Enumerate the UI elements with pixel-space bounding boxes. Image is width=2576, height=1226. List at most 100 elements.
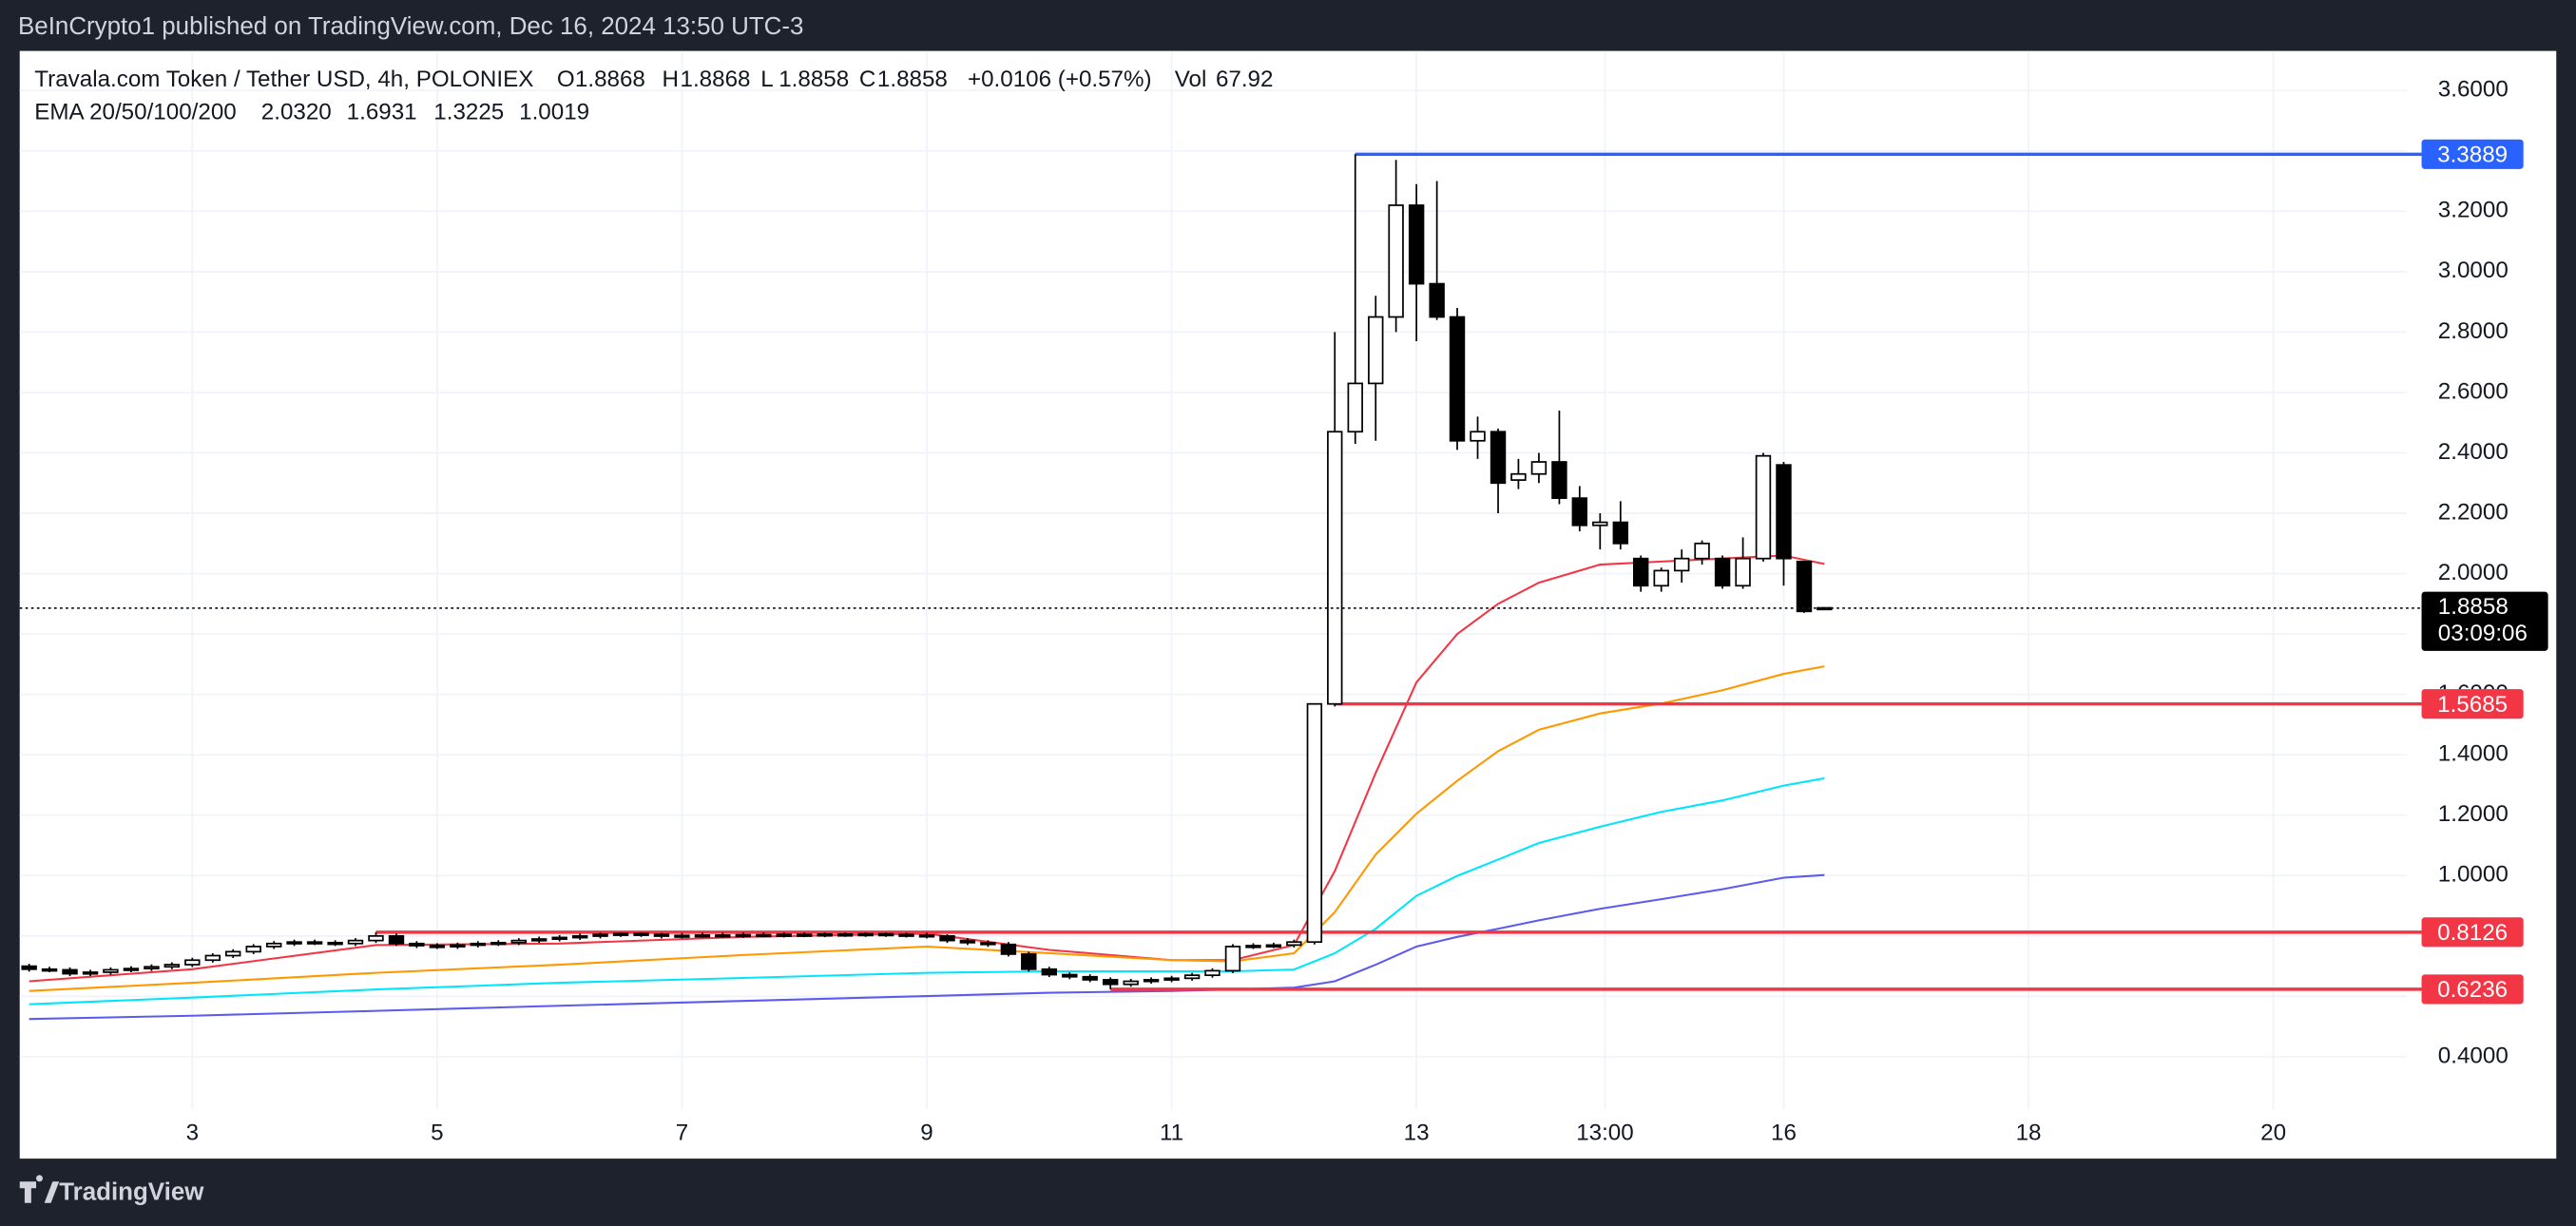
level-label-box bbox=[2421, 689, 2524, 719]
candle-body bbox=[1388, 204, 1404, 318]
candle-body bbox=[1041, 967, 1058, 976]
candle-body bbox=[184, 959, 201, 966]
candle-body bbox=[204, 954, 221, 962]
candle-body bbox=[756, 933, 772, 938]
y-tick-label: 1.2000 bbox=[2438, 801, 2509, 827]
candle-body bbox=[62, 968, 78, 975]
y-tick-label: 2.4000 bbox=[2438, 439, 2509, 465]
ema-value: 1.6931 bbox=[347, 100, 417, 125]
candle-body bbox=[347, 939, 364, 945]
countdown: 03:09:06 bbox=[2438, 621, 2528, 646]
candle-body bbox=[1592, 521, 1608, 527]
candle-body bbox=[1796, 561, 1813, 613]
candle-body bbox=[1306, 702, 1323, 944]
candle-body bbox=[1612, 521, 1629, 545]
y-tick-label: 3.2000 bbox=[2438, 198, 2509, 223]
publisher: BeInCrypto1 published on TradingView.com… bbox=[18, 13, 803, 40]
candle-body bbox=[1368, 316, 1384, 385]
candle-body bbox=[1163, 977, 1180, 981]
candle-body bbox=[1265, 944, 1282, 948]
ema-value: 1.0019 bbox=[519, 100, 589, 125]
candle-body bbox=[1102, 979, 1119, 986]
y-tick-label: 3.6000 bbox=[2438, 77, 2509, 103]
candle-body bbox=[144, 966, 160, 970]
candle-body bbox=[653, 933, 670, 937]
candle-body bbox=[797, 933, 813, 937]
candle-body bbox=[715, 934, 731, 938]
x-tick-label: 5 bbox=[431, 1121, 443, 1146]
level-label-box bbox=[2421, 139, 2524, 169]
candle-body bbox=[1490, 431, 1507, 485]
candle-body bbox=[1082, 975, 1098, 981]
candle-body bbox=[1735, 557, 1751, 587]
ohlc-value: 1.8868 bbox=[575, 67, 645, 92]
candle-body bbox=[245, 946, 261, 953]
y-tick-label: 1.0000 bbox=[2438, 862, 2509, 888]
x-tick-label: 16 bbox=[1771, 1121, 1797, 1146]
candle-body bbox=[1408, 204, 1425, 285]
ema-value: 2.0320 bbox=[261, 100, 332, 125]
candle-body bbox=[1673, 557, 1690, 572]
ohlc-letter: C bbox=[859, 67, 875, 92]
chart-panel bbox=[19, 50, 2557, 1159]
candle-body bbox=[163, 964, 181, 968]
candle-body bbox=[735, 933, 752, 938]
candle-body bbox=[1143, 979, 1160, 983]
candle-body bbox=[224, 950, 241, 957]
price-label: 1.8858 bbox=[2438, 594, 2509, 620]
candle-body bbox=[510, 939, 527, 944]
y-tick-label: 2.0000 bbox=[2438, 560, 2509, 585]
candle-body bbox=[939, 934, 955, 942]
ohlc-value: 1.8858 bbox=[779, 67, 849, 92]
candle-body bbox=[1776, 464, 1792, 560]
candle-body bbox=[490, 941, 507, 946]
level-label: 0.8126 bbox=[2437, 920, 2508, 946]
candle-body bbox=[1694, 542, 1710, 560]
candle-body bbox=[1653, 569, 1669, 587]
candle-body bbox=[918, 934, 935, 938]
volume-value: 67.92 bbox=[1216, 67, 1274, 92]
candle-body bbox=[592, 933, 608, 937]
brand: TradingView bbox=[59, 1178, 204, 1205]
candle-body bbox=[1224, 946, 1241, 972]
ohlc-letter: O bbox=[557, 67, 575, 92]
candle-body bbox=[450, 944, 466, 948]
candle-body bbox=[123, 967, 140, 971]
candle-body bbox=[82, 971, 99, 975]
x-tick-label: 7 bbox=[676, 1121, 688, 1146]
candle-body bbox=[1204, 969, 1221, 977]
candle-body bbox=[836, 933, 854, 937]
candle-body bbox=[612, 932, 629, 936]
candle-body bbox=[1571, 497, 1588, 527]
candle-body bbox=[633, 932, 649, 936]
level-label: 0.6236 bbox=[2437, 977, 2508, 1003]
candle-body bbox=[368, 934, 384, 942]
candle-body bbox=[470, 942, 486, 947]
ema-value: 1.3225 bbox=[433, 100, 504, 125]
candle-body bbox=[1551, 461, 1567, 500]
y-tick-label: 3.0000 bbox=[2438, 258, 2509, 283]
ohlc-value: 1.8858 bbox=[877, 67, 948, 92]
candle-body bbox=[1245, 945, 1261, 948]
level-label-box bbox=[2421, 917, 2524, 948]
y-tick-label: 1.4000 bbox=[2438, 741, 2509, 767]
x-tick-label: 9 bbox=[920, 1121, 932, 1146]
candle-body bbox=[980, 941, 996, 946]
level-label: 1.5685 bbox=[2437, 692, 2508, 718]
candle-body bbox=[1123, 980, 1139, 986]
candle-body bbox=[1755, 454, 1772, 560]
candle-body bbox=[1470, 431, 1486, 442]
indicator-name: EMA 20/50/100/200 bbox=[34, 100, 236, 125]
candle-body bbox=[1286, 941, 1302, 947]
x-tick-label: 18 bbox=[2016, 1121, 2042, 1146]
candle-body bbox=[1347, 382, 1363, 433]
candle-body bbox=[1327, 431, 1343, 705]
candle-body bbox=[694, 934, 711, 938]
candle-body bbox=[388, 934, 405, 945]
candle-body bbox=[1714, 557, 1731, 587]
level-label-box bbox=[2421, 974, 2524, 1005]
candle-body bbox=[877, 932, 894, 937]
ohlc-letter: H bbox=[663, 67, 679, 92]
x-tick-label: 3 bbox=[186, 1121, 199, 1146]
